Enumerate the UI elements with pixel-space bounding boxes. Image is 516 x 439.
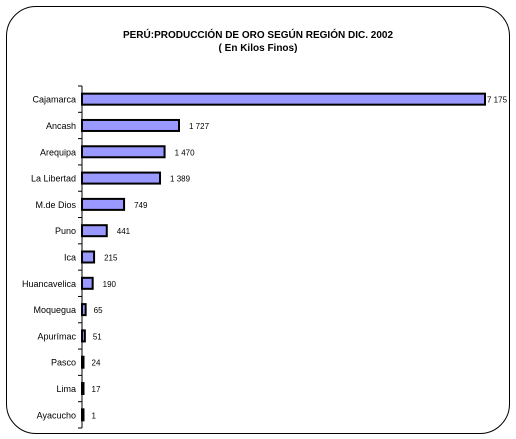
data-label: 215 [104,254,118,263]
data-label: 1 727 [189,122,210,131]
bar [81,382,85,396]
bar [81,224,108,238]
bar [81,145,166,159]
data-label: 190 [103,280,117,289]
data-label: 51 [93,332,102,341]
category-label: Cajamarca [32,95,76,105]
data-label: 1 389 [170,175,191,184]
category-label: Pasco [51,358,76,368]
data-label: 17 [92,385,101,394]
category-label: Ayacucho [37,410,76,420]
category-label: Huancavelica [22,279,76,289]
bar [81,118,181,132]
category-label: Arequipa [40,147,76,157]
data-label: 441 [117,227,131,236]
chart-title: PERÚ:PRODUCCIÓN DE ORO SEGÚN REGIÓN DIC.… [122,30,394,41]
data-label: 1 [92,411,97,420]
chart-subtitle: ( En Kilos Finos) [218,43,298,54]
data-label: 7 175 [487,96,508,105]
category-label: Ica [64,253,76,263]
data-label: 1 470 [175,148,196,157]
category-label: M.de Dios [35,200,76,210]
category-label: La Libertad [31,174,76,184]
bar [81,171,162,185]
data-label: 749 [134,201,148,210]
bar [81,355,85,369]
category-label: Lima [56,384,76,394]
bar [81,329,86,343]
bar [81,197,126,211]
data-label: 65 [94,306,103,315]
bar [81,408,85,422]
data-label: 24 [92,359,101,368]
category-label: Ancash [46,121,76,131]
bar [81,303,87,317]
category-label: Moquegua [33,305,76,315]
chart-frame [6,6,510,434]
bar [81,250,96,264]
bar [81,92,486,106]
category-label: Puno [55,226,76,236]
category-label: Apurímac [37,331,76,341]
bar [81,276,94,290]
